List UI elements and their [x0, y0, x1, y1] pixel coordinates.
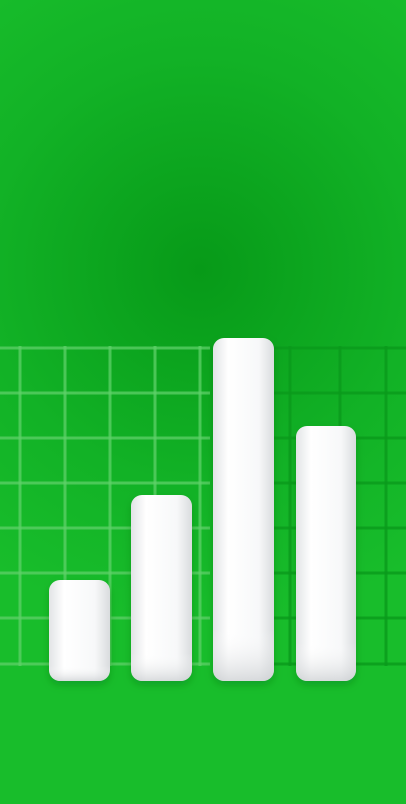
- bar-shade: [49, 580, 110, 681]
- bar-shading: [49, 338, 356, 681]
- bar-shade: [131, 495, 192, 681]
- bar-shade: [296, 426, 356, 681]
- bar-shade: [213, 338, 274, 681]
